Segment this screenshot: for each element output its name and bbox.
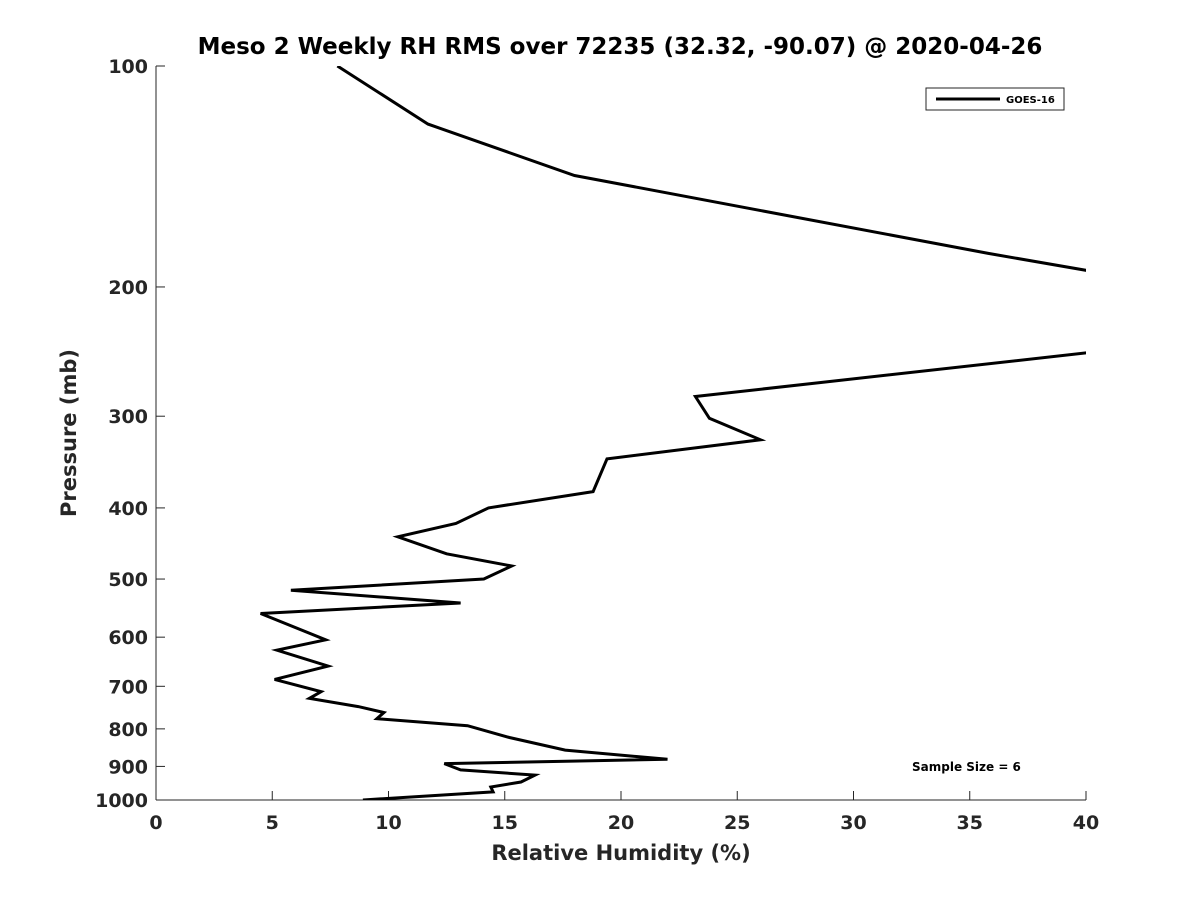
y-ticks: 100 200 300 400 500 600 700 800 900 1000	[95, 56, 165, 812]
x-axis-label: Relative Humidity (%)	[491, 841, 750, 865]
y-tick-label: 700	[108, 676, 148, 698]
y-axis-label: Pressure (mb)	[57, 349, 81, 517]
legend: GOES-16	[925, 87, 1065, 111]
y-tick-label: 800	[108, 719, 148, 741]
x-tick-label: 40	[1073, 812, 1099, 834]
x-tick-label: 15	[492, 812, 518, 834]
y-tick-label: 300	[108, 406, 148, 428]
y-tick-label: 900	[108, 756, 148, 778]
series-line-goes-16-segment-2	[260, 351, 1086, 800]
sample-size-annotation: Sample Size = 6	[912, 760, 1021, 774]
y-tick-label: 100	[108, 56, 148, 78]
x-tick-label: 5	[266, 812, 279, 834]
series-layer	[260, 66, 1086, 800]
x-tick-label: 25	[724, 812, 750, 834]
y-tick-label: 400	[108, 498, 148, 520]
y-tick-label: 500	[108, 569, 148, 591]
x-tick-label: 20	[608, 812, 634, 834]
x-tick-label: 30	[840, 812, 866, 834]
series-line-goes-16-segment-1	[336, 66, 1086, 272]
legend-label-goes-16: GOES-16	[1006, 95, 1055, 106]
x-ticks: 0 5 10 15 20 25 30 35 40	[149, 791, 1099, 834]
y-tick-label: 600	[108, 627, 148, 649]
y-tick-label: 200	[108, 277, 148, 299]
y-tick-label: 1000	[95, 790, 148, 812]
chart-title: Meso 2 Weekly RH RMS over 72235 (32.32, …	[198, 34, 1043, 60]
x-tick-label: 35	[957, 812, 983, 834]
x-tick-label: 0	[149, 812, 162, 834]
x-tick-label: 10	[375, 812, 401, 834]
